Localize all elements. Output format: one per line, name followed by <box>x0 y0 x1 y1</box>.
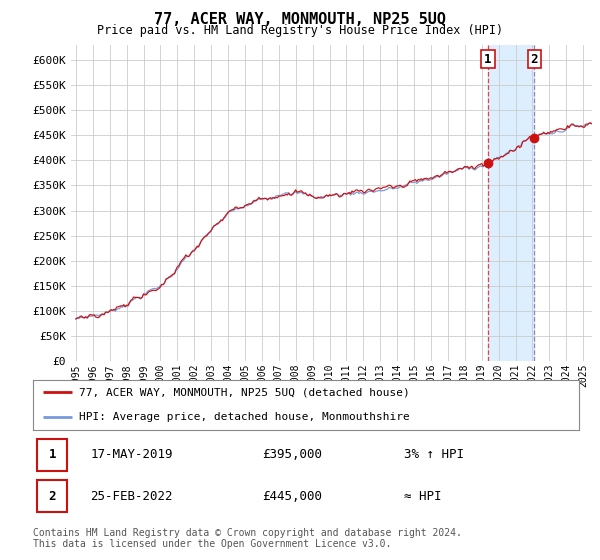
Text: 77, ACER WAY, MONMOUTH, NP25 5UQ (detached house): 77, ACER WAY, MONMOUTH, NP25 5UQ (detach… <box>79 388 410 397</box>
Text: 77, ACER WAY, MONMOUTH, NP25 5UQ: 77, ACER WAY, MONMOUTH, NP25 5UQ <box>154 12 446 27</box>
Text: 25-FEB-2022: 25-FEB-2022 <box>91 489 173 503</box>
Text: 3% ↑ HPI: 3% ↑ HPI <box>404 448 464 461</box>
FancyBboxPatch shape <box>481 50 495 68</box>
Bar <box>488 45 535 361</box>
Text: 17-MAY-2019: 17-MAY-2019 <box>91 448 173 461</box>
Text: 2: 2 <box>530 53 538 66</box>
Text: 2: 2 <box>49 489 56 503</box>
Text: Contains HM Land Registry data © Crown copyright and database right 2024.
This d: Contains HM Land Registry data © Crown c… <box>33 528 462 549</box>
FancyBboxPatch shape <box>37 438 67 471</box>
Text: HPI: Average price, detached house, Monmouthshire: HPI: Average price, detached house, Monm… <box>79 413 410 422</box>
Text: £445,000: £445,000 <box>262 489 322 503</box>
Text: 1: 1 <box>484 53 491 66</box>
FancyBboxPatch shape <box>527 50 541 68</box>
Text: 1: 1 <box>49 448 56 461</box>
FancyBboxPatch shape <box>37 480 67 512</box>
Text: Price paid vs. HM Land Registry's House Price Index (HPI): Price paid vs. HM Land Registry's House … <box>97 24 503 36</box>
Text: ≈ HPI: ≈ HPI <box>404 489 442 503</box>
Text: £395,000: £395,000 <box>262 448 322 461</box>
